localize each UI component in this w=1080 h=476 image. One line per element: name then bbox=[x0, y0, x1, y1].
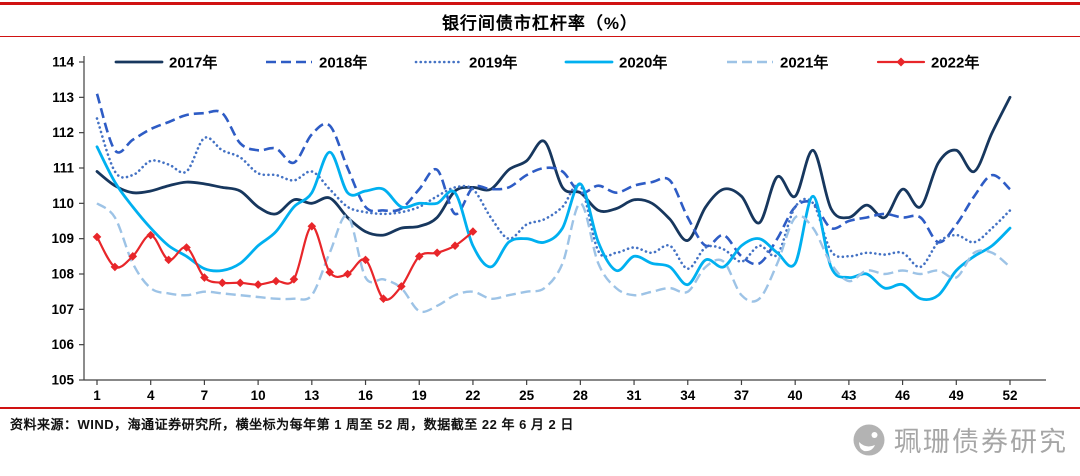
svg-text:34: 34 bbox=[680, 388, 696, 403]
svg-text:37: 37 bbox=[734, 388, 749, 403]
svg-text:40: 40 bbox=[788, 388, 803, 403]
svg-text:1: 1 bbox=[93, 388, 101, 403]
svg-text:4: 4 bbox=[147, 388, 155, 403]
svg-text:111: 111 bbox=[53, 161, 75, 176]
svg-text:16: 16 bbox=[358, 388, 374, 403]
svg-text:28: 28 bbox=[573, 388, 589, 403]
source-note: 资料来源：WIND，海通证券研究所，横坐标为每年第 1 周至 52 周，数据截至… bbox=[10, 417, 574, 432]
watermark: 珮珊债券研究 bbox=[852, 420, 1068, 459]
svg-text:46: 46 bbox=[895, 388, 911, 403]
svg-text:108: 108 bbox=[51, 267, 74, 282]
leverage-line-chart-svg: 105 106 107 108 109 110 111 112 113 114 1 4 7 10 13 16 1… bbox=[51, 54, 1046, 404]
svg-text:25: 25 bbox=[519, 388, 535, 403]
svg-text:112: 112 bbox=[52, 125, 74, 140]
svg-text:113: 113 bbox=[52, 90, 74, 105]
series-markers-2022年 bbox=[92, 222, 478, 304]
svg-text:110: 110 bbox=[52, 196, 74, 211]
series-line-2019年 bbox=[95, 117, 1012, 270]
footer-red-rule bbox=[0, 407, 1080, 409]
svg-text:10: 10 bbox=[251, 388, 266, 403]
axes bbox=[79, 56, 1046, 385]
svg-text:107: 107 bbox=[51, 302, 74, 317]
series-line-2017年 bbox=[95, 95, 1012, 242]
svg-text:105: 105 bbox=[51, 373, 74, 388]
legend: 2017年 2018年 2019年 2020年 2021年 2022年 bbox=[114, 54, 979, 72]
series-line-2021年 bbox=[96, 202, 1011, 314]
line-chart: 105 106 107 108 109 110 111 112 113 114 1 4 7 10 13 16 1… bbox=[0, 38, 1080, 406]
series-line-2018年 bbox=[95, 93, 1011, 266]
svg-text:22: 22 bbox=[465, 388, 480, 403]
svg-text:43: 43 bbox=[841, 388, 857, 403]
chart-title: 银行间债市杠杆率（%） bbox=[441, 14, 639, 33]
svg-text:13: 13 bbox=[304, 388, 320, 403]
series-line-2020年 bbox=[95, 145, 1012, 302]
svg-text:7: 7 bbox=[201, 388, 209, 403]
series-line-2022年 bbox=[95, 225, 474, 301]
svg-text:49: 49 bbox=[949, 388, 964, 403]
legend-label-2020年: 2020年 bbox=[619, 54, 667, 72]
axis-labels: 105 106 107 108 109 110 111 112 113 114 1 4 7 10 13 16 1… bbox=[51, 55, 1017, 404]
legend-label-2021年: 2021年 bbox=[780, 54, 828, 72]
svg-text:52: 52 bbox=[1002, 388, 1017, 403]
watermark-logo-icon bbox=[852, 423, 886, 457]
under-title-red-rule bbox=[0, 36, 1080, 37]
legend-label-2022年: 2022年 bbox=[931, 54, 979, 72]
svg-text:114: 114 bbox=[52, 55, 74, 70]
svg-text:106: 106 bbox=[51, 337, 74, 352]
legend-label-2017年: 2017年 bbox=[169, 54, 217, 72]
top-red-rule bbox=[0, 2, 1080, 5]
watermark-text: 珮珊债券研究 bbox=[894, 427, 1068, 457]
svg-text:109: 109 bbox=[51, 231, 74, 246]
legend-label-2019年: 2019年 bbox=[469, 54, 517, 72]
svg-text:19: 19 bbox=[412, 388, 427, 403]
svg-text:31: 31 bbox=[627, 388, 643, 403]
legend-label-2018年: 2018年 bbox=[319, 54, 367, 72]
